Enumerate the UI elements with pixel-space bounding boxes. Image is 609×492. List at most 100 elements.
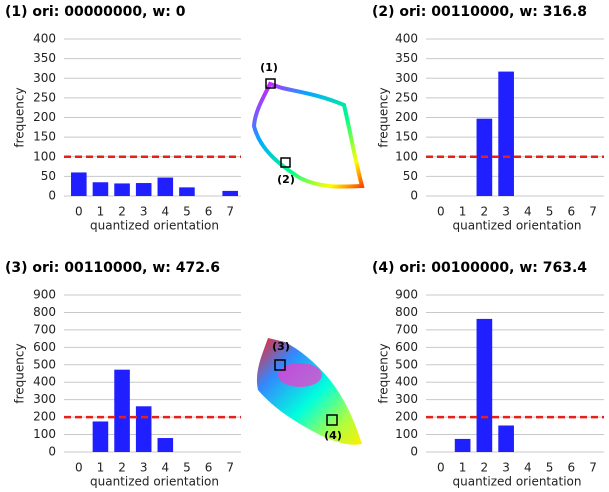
x-tick-label: 6 xyxy=(205,205,213,219)
bar xyxy=(476,318,493,452)
y-tick-label: 250 xyxy=(395,90,418,104)
x-tick-label: 4 xyxy=(524,205,532,219)
x-axis-label: quantized orientation xyxy=(453,475,582,489)
bar xyxy=(71,172,87,196)
x-tick-label: 3 xyxy=(502,205,510,219)
bar xyxy=(135,183,152,196)
y-tick-label: 300 xyxy=(395,71,418,85)
y-tick-label: 100 xyxy=(33,149,56,163)
y-tick-label: 500 xyxy=(395,357,418,371)
orientation-map xyxy=(256,338,362,445)
x-tick-label: 7 xyxy=(589,205,597,219)
image-label: (3) xyxy=(272,340,290,353)
y-tick-label: 400 xyxy=(395,375,418,389)
x-tick-label: 5 xyxy=(546,461,554,475)
y-tick-label: 900 xyxy=(33,288,56,302)
orientation-map xyxy=(278,363,322,387)
y-axis-label: frequency xyxy=(13,87,27,147)
x-tick-label: 6 xyxy=(568,461,576,475)
image-label: (2) xyxy=(277,173,295,186)
x-tick-label: 5 xyxy=(183,205,191,219)
patch-box xyxy=(326,414,338,426)
y-tick-label: 150 xyxy=(395,130,418,144)
y-tick-label: 200 xyxy=(395,410,418,424)
y-tick-label: 50 xyxy=(41,169,56,183)
y-tick-label: 800 xyxy=(33,305,56,319)
bar xyxy=(157,438,174,452)
patch-box xyxy=(274,359,286,371)
y-tick-label: 400 xyxy=(395,32,418,46)
x-tick-label: 4 xyxy=(161,461,169,475)
y-tick-label: 700 xyxy=(33,322,56,336)
bar xyxy=(222,190,238,196)
x-tick-label: 0 xyxy=(437,205,445,219)
y-tick-label: 100 xyxy=(395,149,418,163)
chart-title: (1) ori: 00000000, w: 0 xyxy=(5,4,186,20)
x-tick-label: 3 xyxy=(140,205,148,219)
x-axis-label: quantized orientation xyxy=(90,219,219,233)
bar xyxy=(135,406,152,452)
x-tick-label: 4 xyxy=(524,461,532,475)
y-tick-label: 250 xyxy=(33,90,56,104)
y-axis-label: frequency xyxy=(377,87,391,147)
y-tick-label: 0 xyxy=(410,445,418,459)
chart-title: (2) ori: 00110000, w: 316.8 xyxy=(372,4,587,20)
y-tick-label: 400 xyxy=(33,32,56,46)
x-tick-label: 1 xyxy=(459,461,467,475)
x-tick-label: 0 xyxy=(75,205,83,219)
bar xyxy=(92,182,109,196)
bar xyxy=(498,425,514,452)
chart-title: (3) ori: 00110000, w: 472.6 xyxy=(5,260,220,276)
x-tick-label: 7 xyxy=(226,461,234,475)
x-tick-label: 3 xyxy=(140,461,148,475)
x-tick-label: 6 xyxy=(568,205,576,219)
x-axis-label: quantized orientation xyxy=(453,219,582,233)
y-axis-label: frequency xyxy=(377,343,391,403)
x-tick-label: 5 xyxy=(183,461,191,475)
patch-box xyxy=(280,157,291,168)
bar xyxy=(114,183,130,196)
bar xyxy=(92,421,109,452)
y-tick-label: 300 xyxy=(33,71,56,85)
x-tick-label: 3 xyxy=(502,461,510,475)
x-tick-label: 2 xyxy=(118,461,126,475)
y-tick-label: 100 xyxy=(395,427,418,441)
x-tick-label: 4 xyxy=(161,205,169,219)
x-tick-label: 7 xyxy=(589,461,597,475)
y-tick-label: 900 xyxy=(395,288,418,302)
y-tick-label: 100 xyxy=(33,427,56,441)
y-tick-label: 0 xyxy=(48,445,56,459)
y-tick-label: 600 xyxy=(33,340,56,354)
y-tick-label: 150 xyxy=(33,130,56,144)
y-tick-label: 350 xyxy=(33,51,56,65)
y-tick-label: 350 xyxy=(395,51,418,65)
y-tick-label: 200 xyxy=(395,110,418,124)
y-tick-label: 500 xyxy=(33,357,56,371)
x-axis-label: quantized orientation xyxy=(90,475,219,489)
y-tick-label: 50 xyxy=(403,169,418,183)
y-tick-label: 800 xyxy=(395,305,418,319)
chart-title: (4) ori: 00100000, w: 763.4 xyxy=(372,260,587,276)
x-tick-label: 2 xyxy=(481,205,489,219)
bar xyxy=(157,177,174,196)
y-tick-label: 0 xyxy=(48,189,56,203)
y-tick-label: 700 xyxy=(395,322,418,336)
x-tick-label: 7 xyxy=(226,205,234,219)
x-tick-label: 1 xyxy=(97,461,105,475)
y-tick-label: 0 xyxy=(410,189,418,203)
x-tick-label: 2 xyxy=(118,205,126,219)
x-tick-label: 1 xyxy=(97,205,105,219)
x-tick-label: 6 xyxy=(205,461,213,475)
image-label: (4) xyxy=(324,429,342,442)
x-tick-label: 1 xyxy=(459,205,467,219)
bar xyxy=(179,187,195,196)
bar xyxy=(454,438,471,452)
y-tick-label: 600 xyxy=(395,340,418,354)
y-tick-label: 300 xyxy=(395,392,418,406)
x-tick-label: 0 xyxy=(75,461,83,475)
bar xyxy=(498,71,514,196)
image-label: (1) xyxy=(260,61,278,74)
x-tick-label: 0 xyxy=(437,461,445,475)
y-tick-label: 400 xyxy=(33,375,56,389)
